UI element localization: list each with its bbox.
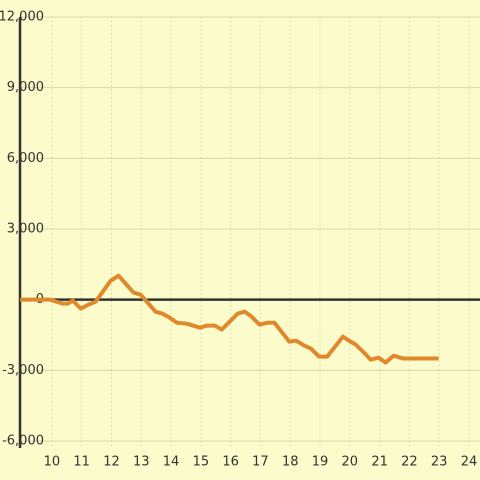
x-tick-label: 15 [193, 455, 210, 470]
x-tick-label: 20 [342, 455, 359, 470]
y-tick-label: 6,000 [7, 151, 44, 166]
x-tick-label: 16 [222, 455, 239, 470]
x-tick-label: 18 [282, 455, 299, 470]
line [20, 273, 439, 365]
y-tick-label: -6,000 [2, 434, 44, 449]
x-tick-label: 23 [431, 455, 448, 470]
x-tick-label: 10 [44, 455, 61, 470]
x-tick-label: 13 [133, 455, 150, 470]
x-tick-label: 14 [163, 455, 180, 470]
x-tick-label: 24 [461, 455, 478, 470]
x-tick-label: 12 [103, 455, 120, 470]
y-tick-label: -3,000 [2, 363, 44, 378]
x-tick-label: 21 [371, 455, 388, 470]
y-tick-label: 3,000 [7, 222, 44, 237]
x-tick-label: 22 [401, 455, 418, 470]
x-tick-label: 19 [312, 455, 329, 470]
x-tick-label: 11 [73, 455, 90, 470]
y-tick-label: 12,000 [0, 10, 44, 25]
x-tick-label: 17 [252, 455, 269, 470]
y-tick-label: 9,000 [7, 80, 44, 95]
